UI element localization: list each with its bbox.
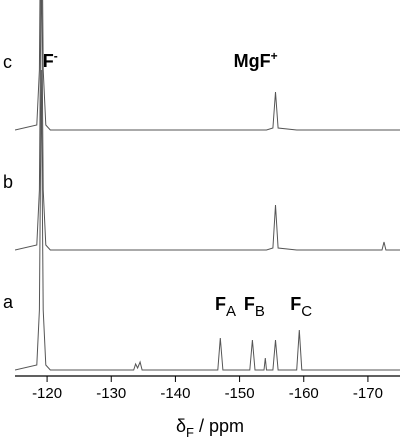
x-label-text: δ [176, 416, 186, 436]
spectrum-trace [15, 69, 400, 371]
traces [15, 0, 400, 371]
x-tick-label: -150 [225, 385, 255, 402]
x-tick-label: -160 [289, 385, 319, 402]
peak-label: F- [43, 49, 58, 71]
peak-label: FA [215, 294, 236, 320]
peak-label-sub: C [301, 303, 312, 320]
peak-label-sup: - [54, 49, 58, 63]
x-label-sub: F [186, 425, 194, 440]
trace-label: b [3, 172, 13, 192]
peak-label-main: F [290, 294, 301, 314]
trace-label: c [3, 52, 12, 72]
x-tick-label: -120 [32, 385, 62, 402]
x-tick-label: -140 [160, 385, 190, 402]
peak-label-sub: B [255, 303, 265, 320]
peak-label-main: F [215, 294, 226, 314]
peak-label-main: F [43, 51, 54, 71]
peak-label-main: MgF [234, 51, 271, 71]
trace-label: a [3, 292, 14, 312]
spectrum-trace [15, 0, 400, 251]
x-tick-label: -130 [96, 385, 126, 402]
x-label-rest: / ppm [194, 416, 244, 436]
peak-label-main: F [244, 294, 255, 314]
peak-label: FB [244, 294, 265, 320]
x-tick-label: -170 [353, 385, 383, 402]
x-axis-label: δF / ppm [176, 416, 244, 440]
spectrum-trace [15, 0, 400, 131]
peak-label-sup: + [271, 49, 278, 63]
peak-label-sub: A [226, 303, 236, 320]
peak-label: MgF+ [234, 49, 278, 71]
peak-label: FC [290, 294, 312, 320]
